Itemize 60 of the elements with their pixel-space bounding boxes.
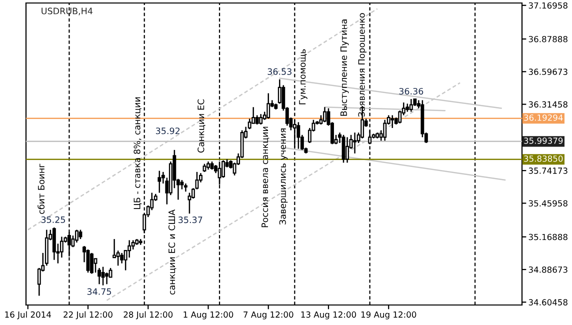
candlestick bbox=[120, 252, 124, 264]
y-tick-label: 35.74173 bbox=[528, 168, 568, 174]
candlestick bbox=[128, 240, 132, 258]
candlestick bbox=[52, 226, 56, 260]
x-tick-label: 28 Jul 12:00 bbox=[124, 311, 173, 320]
candlestick bbox=[383, 119, 387, 142]
annotation: 36.53 bbox=[268, 68, 292, 75]
ref-line-label: 36.19294 bbox=[524, 114, 563, 121]
x-tick-label: 13 Aug 12:00 bbox=[301, 311, 356, 320]
chart-title: USDRUB,H4 bbox=[42, 8, 92, 16]
candlestick bbox=[98, 267, 101, 285]
annotation: Заявления Порошенко bbox=[358, 13, 367, 117]
y-tick-label: 36.59673 bbox=[528, 68, 568, 75]
candlestick bbox=[105, 272, 109, 285]
candlestick bbox=[75, 229, 78, 244]
annotation: Санкции ЕС bbox=[198, 99, 206, 153]
annotation: 35.92 bbox=[156, 128, 180, 134]
candlestick bbox=[353, 132, 357, 154]
candlestick bbox=[101, 266, 105, 286]
ref-line-label: 35.99379 bbox=[524, 138, 563, 144]
x-tick-label: 22 Jul 12:00 bbox=[64, 311, 112, 320]
candlestick bbox=[296, 122, 300, 150]
annotation: Россия ввела санкции bbox=[262, 126, 270, 228]
annotation: 35.37 bbox=[178, 216, 202, 224]
y-tick-label: 35.45958 bbox=[528, 200, 568, 207]
ref-line-label: 35.83850 bbox=[524, 155, 563, 162]
candlestick bbox=[259, 113, 263, 126]
candlestick bbox=[180, 179, 184, 190]
annotation: ЦБ - ставка 8%, санкции bbox=[134, 97, 142, 210]
x-tick-label: 16 Jul 2014 bbox=[5, 311, 51, 320]
annotation: 35.25 bbox=[41, 216, 66, 223]
candlestick bbox=[342, 134, 346, 164]
annotation: 36.36 bbox=[399, 88, 424, 95]
x-tick-label: 7 Aug 12:00 bbox=[244, 311, 294, 320]
annotation: Завершились учения bbox=[279, 128, 288, 224]
annotation: сбит Боинг bbox=[38, 164, 45, 214]
candlestick bbox=[86, 248, 90, 274]
candlestick bbox=[78, 229, 82, 240]
y-tick-label: 37.16958 bbox=[528, 2, 568, 9]
y-tick-label: 36.31458 bbox=[528, 101, 568, 108]
candlestick bbox=[323, 106, 326, 123]
candlestick bbox=[188, 192, 192, 214]
annotation: 34.75 bbox=[87, 288, 112, 295]
candlestick bbox=[409, 98, 413, 112]
candlestick bbox=[255, 114, 259, 126]
x-tick-label: 1 Aug 12:00 bbox=[184, 311, 234, 320]
candlestick bbox=[158, 170, 162, 194]
annotation: санкции ЕС и США bbox=[168, 209, 176, 295]
candlestick bbox=[346, 136, 349, 164]
y-tick-label: 36.87888 bbox=[528, 36, 568, 42]
candlestick bbox=[390, 114, 394, 129]
y-tick-label: 34.88673 bbox=[528, 266, 568, 273]
candlestick bbox=[90, 252, 94, 274]
candlestick bbox=[266, 92, 270, 120]
y-tick-label: 34.60458 bbox=[528, 299, 568, 306]
annotation: Выступление Путина bbox=[340, 20, 349, 116]
y-tick-label: 35.16888 bbox=[528, 234, 568, 240]
annotation: Гум.помощь bbox=[299, 49, 308, 104]
x-tick-label: 19 Aug 12:00 bbox=[361, 311, 416, 320]
candlestick bbox=[184, 182, 188, 192]
